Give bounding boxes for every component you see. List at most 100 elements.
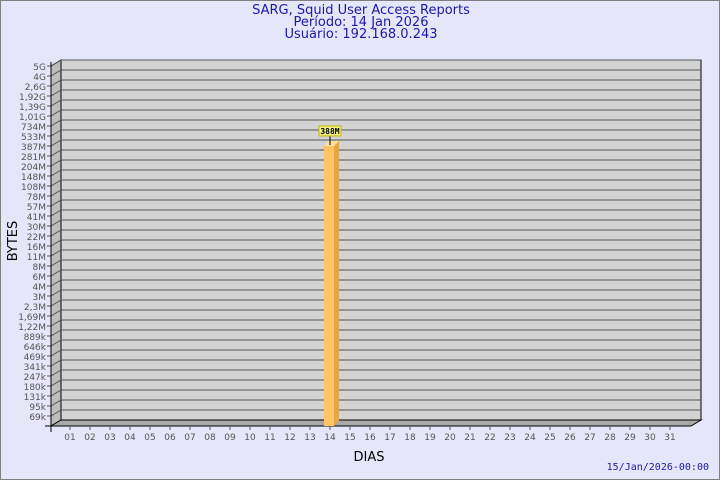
x-tick-label: 16 [364, 433, 376, 443]
x-tick-label: 21 [464, 433, 475, 443]
y-tick-label: 95k [29, 403, 46, 413]
gridline [47, 399, 701, 407]
x-tick-label: 26 [564, 433, 576, 443]
gridline [47, 319, 701, 327]
gridline [47, 139, 701, 147]
x-tick-label: 06 [164, 433, 176, 443]
gridline [47, 409, 701, 417]
gridline [47, 209, 701, 217]
y-tick-label: 4G [33, 73, 46, 83]
y-tick-label: 8M [33, 263, 47, 273]
y-tick-label: 22M [27, 233, 46, 243]
gridline [47, 69, 701, 77]
gridline [47, 259, 701, 267]
bar-value-label: 388M [320, 127, 339, 136]
gridline [47, 219, 701, 227]
gridline [47, 359, 701, 367]
y-tick-label: 180k [24, 383, 47, 393]
gridline [47, 189, 701, 197]
gridline [47, 349, 701, 357]
y-tick-label: 3M [33, 293, 47, 303]
x-tick-label: 31 [664, 433, 675, 443]
y-tick-label: 1,01G [19, 113, 46, 123]
gridline [47, 329, 701, 337]
bar-side [334, 140, 339, 427]
gridline [47, 159, 701, 167]
y-tick-label: 69k [29, 413, 46, 423]
x-tick-label: 10 [244, 433, 256, 443]
y-tick-label: 2,3M [24, 303, 46, 313]
generated-timestamp: 15/Jan/2026-00:00 [606, 462, 709, 473]
x-tick-label: 27 [584, 433, 595, 443]
y-axis-title: BYTES [6, 221, 21, 262]
gridline [47, 79, 701, 87]
bar-top [324, 140, 339, 146]
y-tick-label: 41M [27, 213, 46, 223]
x-tick-label: 25 [544, 433, 555, 443]
gridline [47, 59, 701, 67]
x-tick-label: 03 [104, 433, 115, 443]
x-tick-label: 30 [644, 433, 656, 443]
y-tick-label: 16M [27, 243, 46, 253]
x-tick-label: 05 [144, 433, 155, 443]
gridline [47, 339, 701, 347]
y-tick-label: 341k [24, 363, 47, 373]
x-tick-label: 13 [304, 433, 315, 443]
x-tick-label: 07 [184, 433, 195, 443]
x-tick-label: 15 [344, 433, 355, 443]
x-tick-label: 08 [204, 433, 216, 443]
chart-period: Período: 14 Jan 2026 [293, 15, 429, 30]
gridline [47, 279, 701, 287]
bar-label-box [318, 125, 342, 137]
y-tick-label: 11M [27, 253, 46, 263]
x-tick-label: 12 [284, 433, 295, 443]
bar-front [324, 145, 334, 427]
x-tick-label: 11 [264, 433, 275, 443]
x-axis-title: DIAS [354, 450, 385, 465]
y-tick-label: 108M [21, 183, 46, 193]
gridline [47, 229, 701, 237]
x-tick-label: 20 [444, 433, 456, 443]
y-tick-label: 2,6G [25, 83, 46, 93]
gridline [47, 309, 701, 317]
gridline [47, 239, 701, 247]
y-tick-label: 1,69M [18, 313, 46, 323]
chart-title: SARG, Squid User Access Reports [252, 3, 470, 18]
x-tick-label: 19 [424, 433, 436, 443]
x-tick-label: 28 [604, 433, 616, 443]
y-tick-label: 1,22M [18, 323, 46, 333]
y-tick-label: 5G [33, 63, 46, 73]
gridline [47, 249, 701, 257]
y-tick-label: 469k [24, 353, 47, 363]
gridline [47, 129, 701, 137]
x-tick-label: 24 [524, 433, 536, 443]
x-tick-label: 17 [384, 433, 395, 443]
gridline [47, 169, 701, 177]
y-tick-label: 6M [33, 273, 47, 283]
y-tick-label: 734M [21, 123, 46, 133]
x-tick-label: 23 [504, 433, 515, 443]
floor [49, 419, 703, 427]
x-tick-label: 02 [84, 433, 95, 443]
x-tick-label: 22 [484, 433, 495, 443]
gridline [47, 179, 701, 187]
y-tick-label: 1,92G [19, 93, 46, 103]
y-tick-label: 387M [21, 143, 46, 153]
y-tick-label: 57M [27, 203, 46, 213]
y-tick-label: 148M [21, 173, 46, 183]
gridline [47, 99, 701, 107]
gridline [47, 289, 701, 297]
gridline [47, 369, 701, 377]
gridline [47, 299, 701, 307]
y-tick-label: 1,39G [19, 103, 46, 113]
y-tick-label: 78M [27, 193, 46, 203]
x-tick-label: 01 [64, 433, 75, 443]
x-tick-label: 04 [124, 433, 136, 443]
x-tick-label: 09 [224, 433, 236, 443]
x-tick-label: 29 [624, 433, 636, 443]
gridline [47, 149, 701, 157]
x-tick-label: 18 [404, 433, 416, 443]
gridline [47, 269, 701, 277]
